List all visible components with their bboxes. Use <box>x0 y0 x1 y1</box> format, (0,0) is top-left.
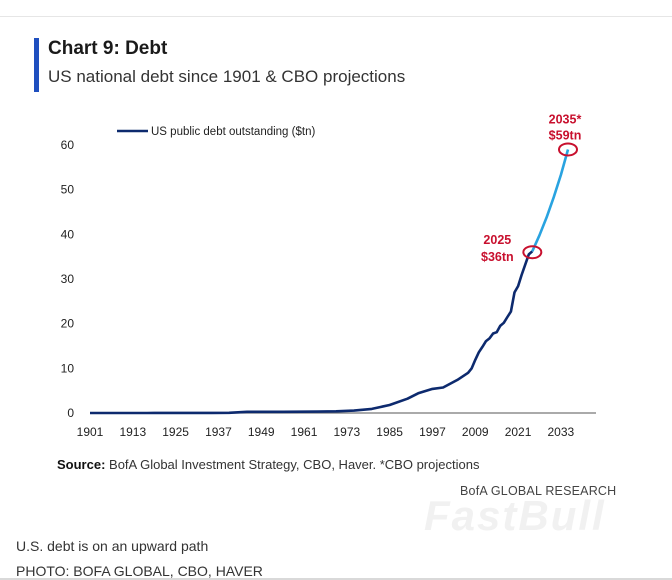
watermark-logo: FastBull <box>424 492 606 539</box>
projection-series-line <box>531 149 570 252</box>
x-tick-label: 1925 <box>162 425 189 439</box>
photo-credit: PHOTO: BOFA GLOBAL, CBO, HAVER <box>16 563 263 579</box>
y-tick-label: 50 <box>61 183 75 197</box>
y-tick-label: 20 <box>61 317 75 331</box>
image-caption: U.S. debt is on an upward path <box>16 538 209 554</box>
y-tick-label: 10 <box>61 361 75 375</box>
x-tick-label: 1949 <box>248 425 275 439</box>
annotation-year: 2025 <box>483 233 511 247</box>
x-tick-label: 1961 <box>291 425 318 439</box>
x-tick-label: 1901 <box>77 425 104 439</box>
title-accent-bar <box>34 38 39 92</box>
top-divider <box>0 16 672 17</box>
y-tick-label: 0 <box>67 406 74 420</box>
x-tick-label: 2009 <box>462 425 489 439</box>
x-tick-label: 1913 <box>119 425 146 439</box>
x-tick-label: 1997 <box>419 425 446 439</box>
bottom-divider <box>0 578 672 580</box>
source-label: Source: <box>57 457 106 472</box>
annotation-value: $36tn <box>481 250 514 264</box>
history-series-line <box>90 250 534 415</box>
chart-title: Chart 9: Debt <box>48 38 168 59</box>
annotation-value: $59tn <box>549 128 582 142</box>
brand-label: BofA GLOBAL RESEARCH <box>460 484 617 498</box>
annotation-circle <box>558 142 578 157</box>
annotation-year: 2035* <box>549 112 582 126</box>
x-tick-label: 2021 <box>505 425 532 439</box>
debt-line-chart: 0 10 20 30 40 50 60 1901 1913 1925 1937 1949 1961 197… <box>61 112 596 439</box>
x-tick-label: 1973 <box>333 425 360 439</box>
source-note: Source: BofA Global Investment Strategy,… <box>57 457 479 472</box>
source-text: BofA Global Investment Strategy, CBO, Ha… <box>105 457 480 472</box>
x-tick-label: 1937 <box>205 425 232 439</box>
y-tick-label: 40 <box>61 227 75 241</box>
x-tick-label: 2033 <box>548 425 575 439</box>
chart-subtitle: US national debt since 1901 & CBO projec… <box>48 67 406 86</box>
legend-label: US public debt outstanding ($tn) <box>151 126 315 138</box>
y-tick-label: 30 <box>61 272 75 286</box>
x-tick-label: 1985 <box>376 425 403 439</box>
annotation-circle <box>522 245 543 260</box>
y-tick-label: 60 <box>61 138 75 152</box>
